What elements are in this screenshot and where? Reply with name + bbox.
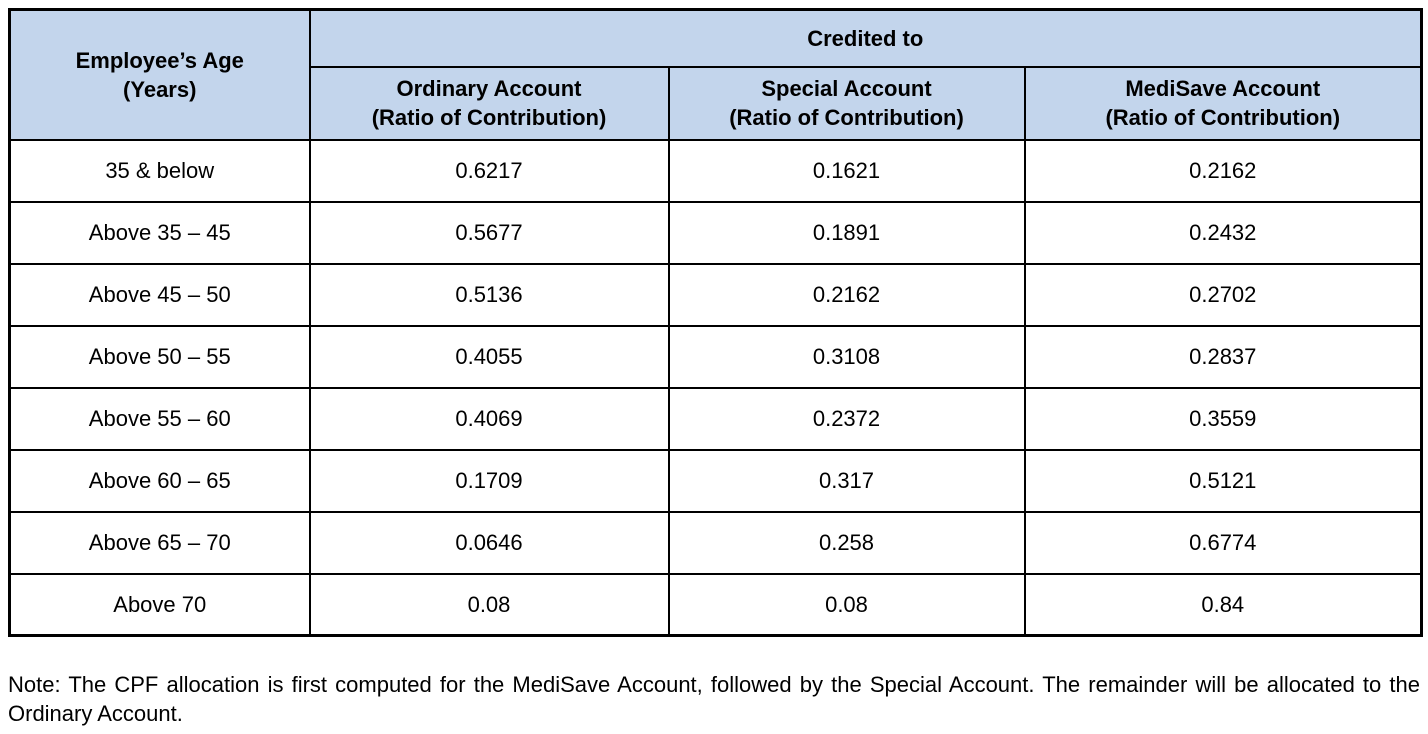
special-account-header: Special Account (Ratio of Contribution) <box>667 65 1026 141</box>
table-row: Above 65 – 70 0.0646 0.258 0.6774 <box>8 510 1423 575</box>
ordinary-ratio-cell: 0.1709 <box>308 448 670 513</box>
ordinary-account-header: Ordinary Account (Ratio of Contribution) <box>308 65 670 141</box>
age-cell: Above 70 <box>8 572 311 637</box>
special-ratio-cell: 0.1621 <box>667 138 1026 203</box>
age-cell: Above 65 – 70 <box>8 510 311 575</box>
table-row: Above 55 – 60 0.4069 0.2372 0.3559 <box>8 386 1423 451</box>
special-ratio-cell: 0.317 <box>667 448 1026 513</box>
table-row: Above 35 – 45 0.5677 0.1891 0.2432 <box>8 200 1423 265</box>
ordinary-ratio-cell: 0.0646 <box>308 510 670 575</box>
age-cell: 35 & below <box>8 138 311 203</box>
credited-to-header: Credited to <box>308 8 1423 68</box>
age-column-header: Employee’s Age (Years) <box>8 8 311 141</box>
special-ratio-cell: 0.3108 <box>667 324 1026 389</box>
header-row-sub: Ordinary Account (Ratio of Contribution)… <box>10 65 1423 141</box>
ordinary-ratio-cell: 0.4069 <box>308 386 670 451</box>
medisave-ratio-cell: 0.6774 <box>1023 510 1423 575</box>
medisave-ratio-cell: 0.2432 <box>1023 200 1423 265</box>
medisave-ratio-cell: 0.2702 <box>1023 262 1423 327</box>
age-cell: Above 50 – 55 <box>8 324 311 389</box>
age-cell: Above 35 – 45 <box>8 200 311 265</box>
age-cell: Above 45 – 50 <box>8 262 311 327</box>
ordinary-ratio-cell: 0.5677 <box>308 200 670 265</box>
ordinary-ratio-cell: 0.08 <box>308 572 670 637</box>
ordinary-ratio-cell: 0.6217 <box>308 138 670 203</box>
special-ratio-cell: 0.258 <box>667 510 1026 575</box>
special-ratio-cell: 0.2162 <box>667 262 1026 327</box>
table-row: Above 45 – 50 0.5136 0.2162 0.2702 <box>8 262 1423 327</box>
table-row: Above 70 0.08 0.08 0.84 <box>8 572 1423 637</box>
cpf-allocation-table: Employee’s Age (Years) Credited to Ordin… <box>8 8 1424 637</box>
medisave-account-header: MediSave Account (Ratio of Contribution) <box>1023 65 1423 141</box>
age-cell: Above 60 – 65 <box>8 448 311 513</box>
table-row: Above 50 – 55 0.4055 0.3108 0.2837 <box>8 324 1423 389</box>
table-row: 35 & below 0.6217 0.1621 0.2162 <box>8 138 1423 203</box>
medisave-ratio-cell: 0.2162 <box>1023 138 1423 203</box>
special-ratio-cell: 0.2372 <box>667 386 1026 451</box>
header-row-top: Employee’s Age (Years) Credited to <box>8 8 1423 141</box>
footnote: Note: The CPF allocation is first comput… <box>8 672 1420 726</box>
ordinary-ratio-cell: 0.5136 <box>308 262 670 327</box>
medisave-ratio-cell: 0.5121 <box>1023 448 1423 513</box>
special-ratio-cell: 0.1891 <box>667 200 1026 265</box>
age-cell: Above 55 – 60 <box>8 386 311 451</box>
medisave-ratio-cell: 0.3559 <box>1023 386 1423 451</box>
special-ratio-cell: 0.08 <box>667 572 1026 637</box>
ordinary-ratio-cell: 0.4055 <box>308 324 670 389</box>
table-row: Above 60 – 65 0.1709 0.317 0.5121 <box>8 448 1423 513</box>
medisave-ratio-cell: 0.2837 <box>1023 324 1423 389</box>
medisave-ratio-cell: 0.84 <box>1023 572 1423 637</box>
